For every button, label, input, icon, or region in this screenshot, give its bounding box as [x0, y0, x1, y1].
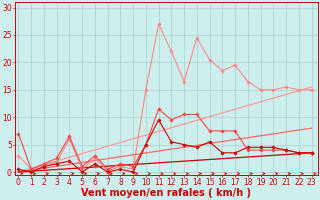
- X-axis label: Vent moyen/en rafales ( km/h ): Vent moyen/en rafales ( km/h ): [81, 188, 251, 198]
